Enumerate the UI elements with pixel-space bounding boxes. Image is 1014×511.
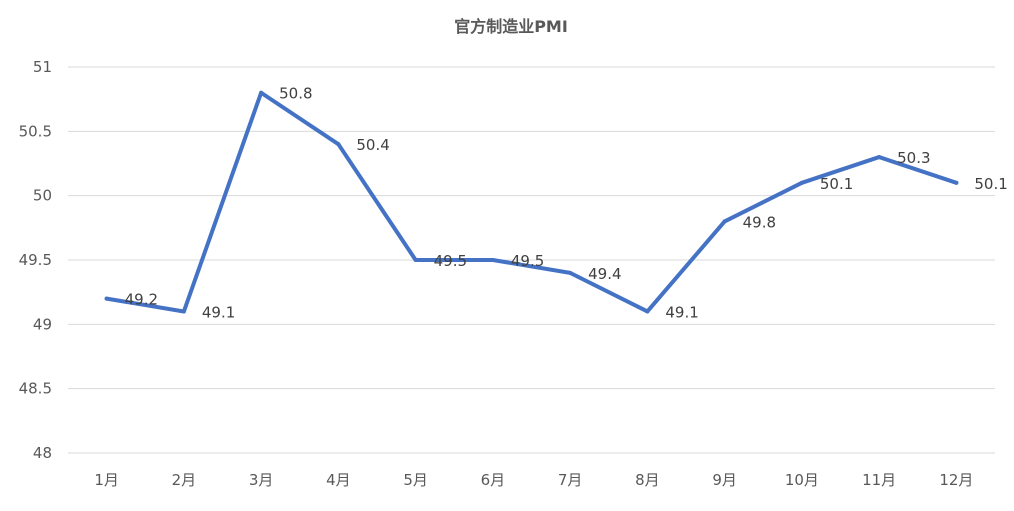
data-label: 50.8 (279, 85, 312, 103)
data-label: 49.5 (434, 252, 467, 270)
y-tick-label: 48.5 (19, 380, 52, 398)
x-tick-label: 12月 (939, 471, 973, 489)
data-point (645, 309, 650, 314)
x-tick-label: 7月 (558, 471, 583, 489)
y-axis: 48 48.5 49 49.5 50 50.5 51 (19, 58, 52, 462)
data-point (413, 258, 418, 262)
x-tick-label: 3月 (249, 471, 274, 489)
data-label: 50.1 (974, 175, 1007, 193)
data-point (722, 219, 727, 224)
x-tick-label: 9月 (712, 471, 737, 489)
x-axis: 1月 2月 3月 4月 5月 6月 7月 8月 9月 10月 11月 12月 (94, 471, 973, 489)
y-tick-label: 48 (33, 444, 52, 462)
data-point (181, 309, 186, 314)
data-label: 49.1 (665, 303, 698, 321)
series (104, 90, 959, 314)
data-point (877, 155, 882, 160)
data-label: 50.4 (356, 136, 389, 154)
x-tick-label: 5月 (403, 471, 428, 489)
data-label: 49.8 (743, 213, 776, 231)
data-label: 50.3 (897, 149, 930, 167)
data-point (490, 258, 495, 262)
data-point (568, 270, 573, 275)
x-tick-label: 10月 (785, 471, 819, 489)
data-point (954, 180, 959, 185)
data-label: 50.1 (820, 175, 853, 193)
y-tick-label: 49.5 (19, 251, 52, 269)
data-point (799, 180, 804, 185)
series-line (104, 90, 959, 314)
data-label: 49.2 (125, 291, 158, 309)
x-tick-label: 8月 (635, 471, 660, 489)
x-tick-label: 11月 (862, 471, 896, 489)
data-labels: 49.2 49.1 50.8 50.4 49.5 49.5 49.4 49.1 49.8 50.1… (125, 85, 1008, 322)
x-tick-label: 6月 (481, 471, 506, 489)
data-point (259, 90, 264, 95)
y-tick-label: 50 (33, 187, 52, 205)
chart-title: 官方制造业PMI (454, 17, 568, 36)
x-tick-label: 2月 (172, 471, 197, 489)
x-tick-label: 4月 (326, 471, 351, 489)
data-point (104, 296, 109, 301)
y-tick-label: 49 (33, 315, 52, 333)
data-label: 49.1 (202, 303, 235, 321)
gridlines (68, 66, 995, 454)
y-tick-label: 51 (33, 58, 52, 76)
data-point (336, 142, 341, 147)
x-tick-label: 1月 (94, 471, 119, 489)
y-tick-label: 50.5 (19, 122, 52, 140)
data-label: 49.5 (511, 252, 544, 270)
data-label: 49.4 (588, 265, 621, 283)
